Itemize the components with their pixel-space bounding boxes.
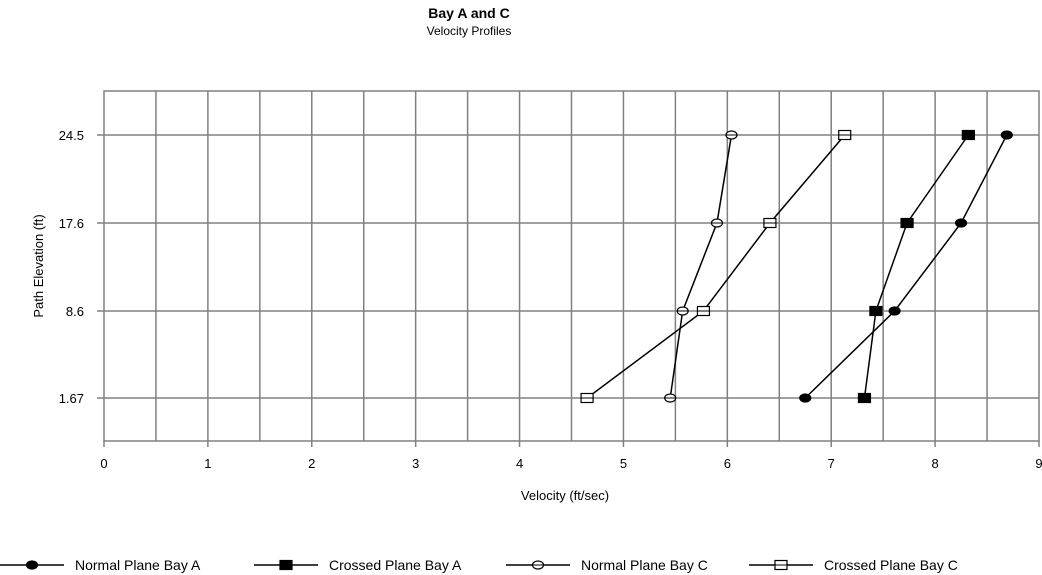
data-point (725, 130, 738, 140)
y-tick-label: 24.5 (59, 128, 84, 143)
series-line (804, 134, 1008, 399)
legend-item: Normal Plane Bay A (0, 557, 201, 573)
series-group (580, 129, 1013, 404)
series-1 (799, 130, 1013, 403)
data-point (888, 306, 901, 316)
x-tick-label: 9 (1035, 456, 1042, 471)
legend-marker (279, 559, 293, 571)
data-point (900, 217, 914, 229)
x-tick-label: 7 (828, 456, 835, 471)
data-point (954, 218, 968, 228)
x-tick-label: 0 (100, 456, 107, 471)
legend-item: Normal Plane Bay C (506, 557, 708, 573)
data-point (799, 393, 812, 403)
x-tick-label: 2 (308, 456, 315, 471)
x-axis-label: Velocity (ft/sec) (521, 488, 609, 503)
legend-label: Normal Plane Bay A (75, 557, 201, 573)
y-tick-label: 17.6 (59, 216, 84, 231)
x-tick-label: 5 (620, 456, 627, 471)
x-tick-label: 4 (516, 456, 523, 471)
grid-lines (104, 91, 1039, 441)
data-point (961, 129, 975, 141)
legend-label: Crossed Plane Bay A (329, 557, 462, 573)
data-point (580, 392, 594, 404)
data-point (763, 217, 777, 229)
series-3 (664, 130, 738, 403)
chart-title: Bay A and C (428, 5, 509, 21)
x-tick-label: 8 (931, 456, 938, 471)
x-tick-label: 1 (204, 456, 211, 471)
legend: Normal Plane Bay A Crossed Plane Bay A Nor… (0, 557, 958, 573)
x-axis-ticks: 0 1 2 3 4 5 6 7 8 9 (100, 441, 1042, 471)
legend-marker (774, 559, 788, 571)
data-point (838, 129, 852, 141)
y-tick-label: 8.6 (66, 304, 84, 319)
legend-marker (25, 560, 39, 570)
series-line (586, 134, 846, 399)
legend-marker (531, 560, 545, 570)
y-axis-label: Path Elevation (ft) (31, 214, 46, 317)
chart-subtitle: Velocity Profiles (427, 24, 512, 38)
series-4 (580, 129, 852, 404)
data-point (1000, 130, 1013, 140)
data-point (696, 305, 711, 317)
y-tick-label: 1.67 (59, 391, 84, 406)
x-tick-label: 6 (724, 456, 731, 471)
data-point (710, 218, 724, 228)
x-tick-label: 3 (412, 456, 419, 471)
data-point (664, 393, 677, 403)
series-line (863, 134, 969, 399)
data-point (857, 392, 872, 404)
y-axis-ticks: 1.67 8.6 17.6 24.5 (59, 128, 104, 406)
legend-label: Crossed Plane Bay C (824, 557, 958, 573)
series-line (669, 134, 733, 399)
series-2 (857, 129, 975, 404)
data-point (869, 305, 883, 317)
legend-item: Crossed Plane Bay C (749, 557, 958, 573)
legend-item: Crossed Plane Bay A (254, 557, 462, 573)
data-point (676, 306, 689, 316)
legend-label: Normal Plane Bay C (581, 557, 708, 573)
